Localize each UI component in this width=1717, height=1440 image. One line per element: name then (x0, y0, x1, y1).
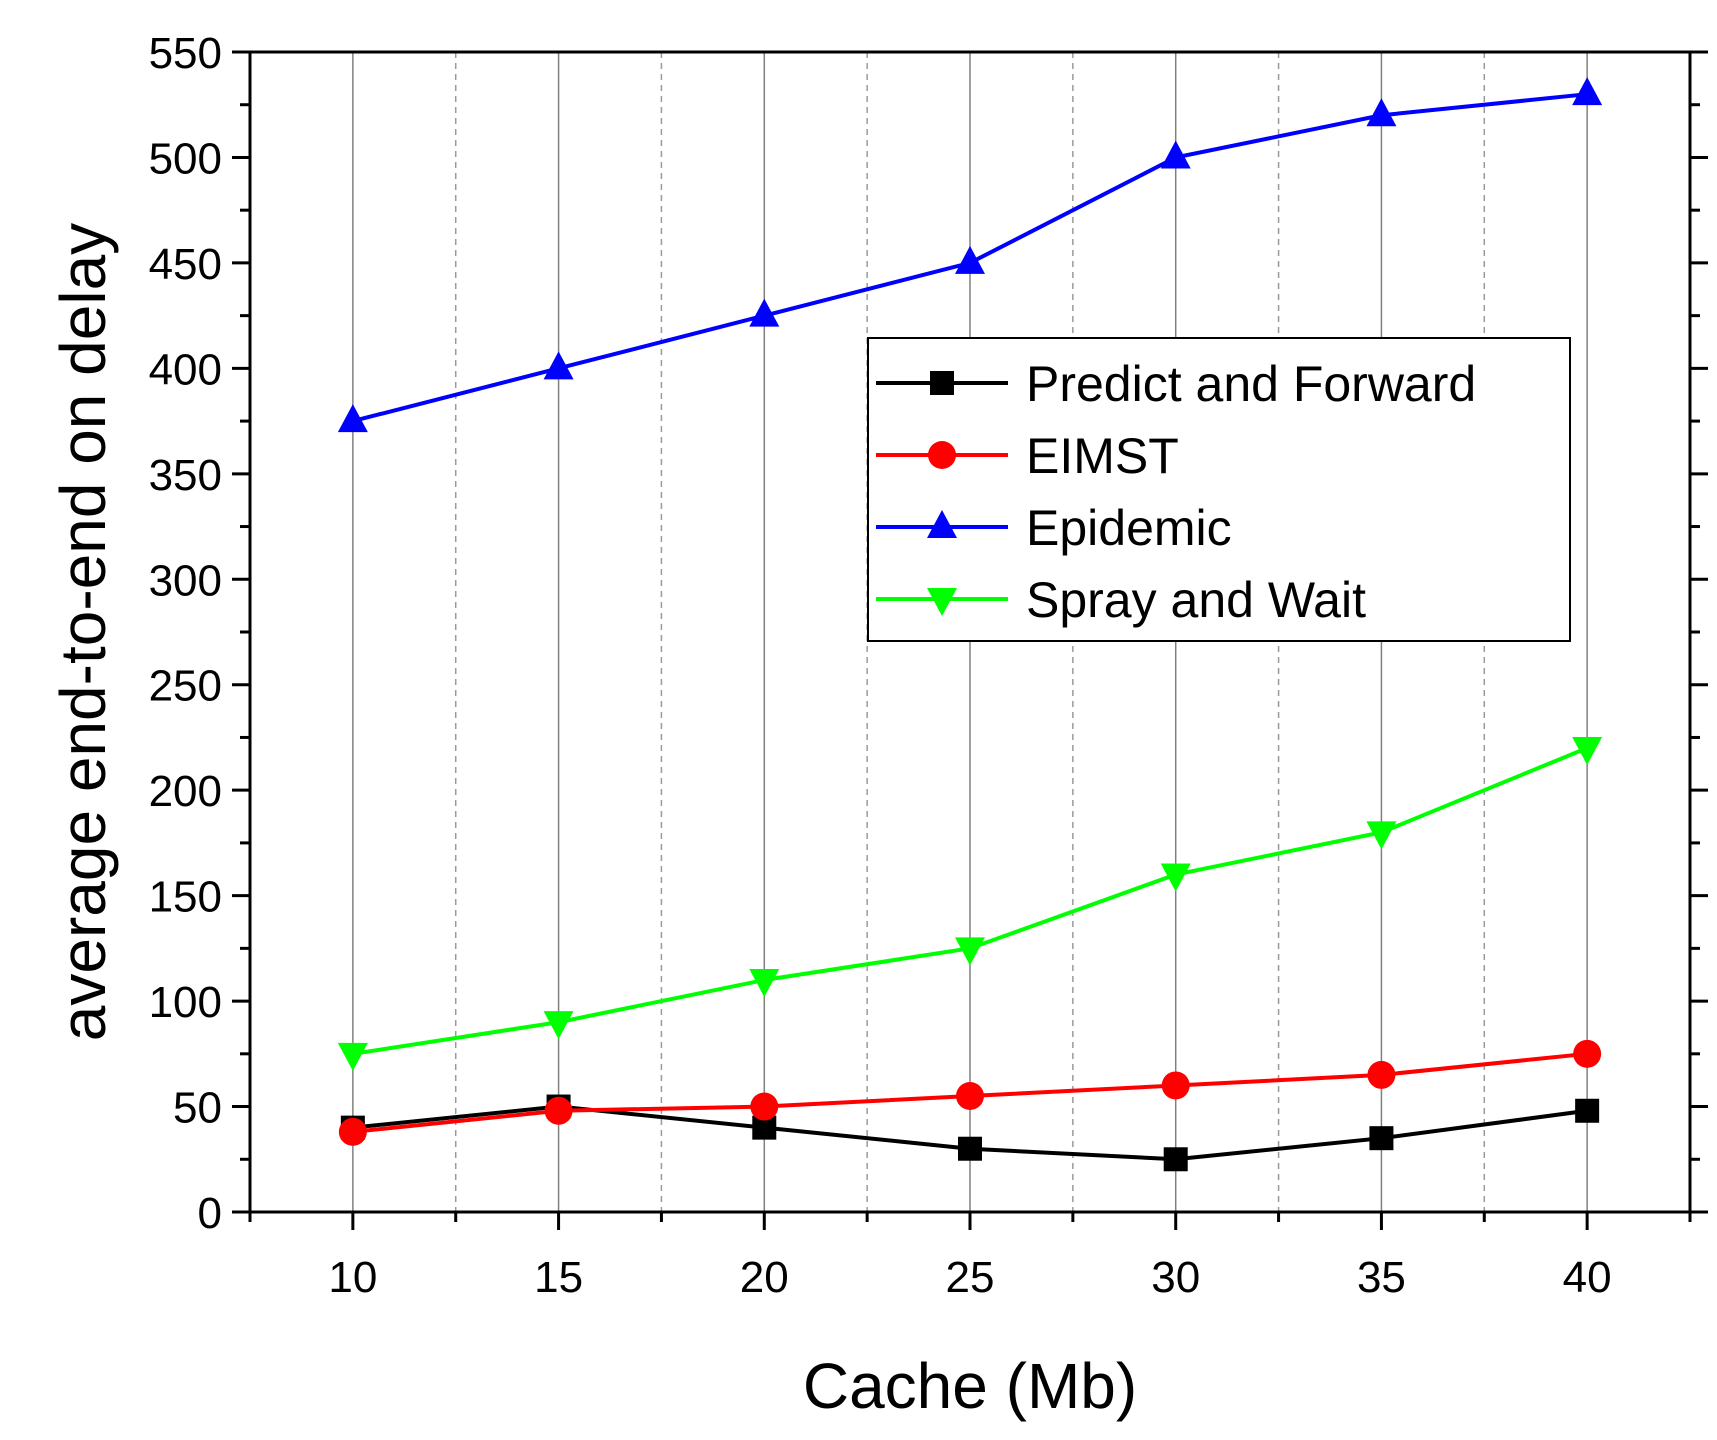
x-tick-label: 40 (1563, 1253, 1612, 1302)
data-point (1366, 98, 1397, 127)
data-point (750, 1092, 779, 1121)
legend-label: EIMST (1026, 428, 1179, 484)
legend-marker (930, 371, 954, 395)
y-tick-label: 300 (149, 556, 222, 605)
y-tick-label: 200 (149, 767, 222, 816)
y-tick-label: 350 (149, 451, 222, 500)
x-tick-label: 20 (740, 1253, 789, 1302)
x-tick-label: 25 (946, 1253, 995, 1302)
data-point (337, 1042, 368, 1071)
series-markers (337, 77, 1603, 1172)
y-tick-label: 450 (149, 240, 222, 289)
data-point (1160, 863, 1191, 892)
data-point (1161, 1071, 1190, 1100)
x-tick-label: 10 (328, 1253, 377, 1302)
data-point (749, 298, 780, 327)
data-point (1366, 821, 1397, 850)
data-point (338, 1117, 367, 1146)
legend-marker (927, 510, 957, 538)
data-point (1572, 77, 1603, 106)
data-point (749, 969, 780, 997)
data-point (1573, 1039, 1602, 1068)
data-point (955, 245, 985, 274)
data-point (1163, 1147, 1188, 1172)
legend-label: Predict and Forward (1026, 356, 1476, 412)
y-tick-label: 100 (149, 978, 222, 1027)
legend-marker (928, 441, 956, 469)
x-tick-label: 35 (1357, 1253, 1406, 1302)
data-point (1367, 1060, 1396, 1089)
y-tick-label: 250 (149, 662, 222, 711)
legend-label: Epidemic (1026, 500, 1232, 556)
x-tick-label: 30 (1151, 1253, 1200, 1302)
data-point (1575, 1098, 1600, 1123)
data-point (1160, 140, 1191, 169)
legend-box (867, 337, 1571, 642)
data-point (544, 1096, 573, 1125)
data-point (955, 937, 985, 966)
data-point (543, 351, 574, 380)
y-axis-title: average end-to-end on delay (47, 223, 119, 1041)
legend: Predict and Forward EIMST Epidemic Spray an… (867, 337, 1571, 642)
data-point (1369, 1126, 1394, 1151)
x-tick-label: 15 (534, 1253, 583, 1302)
x-axis-title: Cache (Mb) (803, 1350, 1137, 1422)
data-point (543, 1011, 574, 1040)
y-tick-label: 50 (173, 1084, 222, 1133)
y-tick-label: 0 (198, 1189, 222, 1238)
data-point (337, 404, 368, 433)
y-tick-label: 550 (149, 29, 222, 78)
tick-labels: 10 15 20 25 30 35 4005010015020025030035040045… (149, 29, 1612, 1302)
y-tick-label: 400 (149, 345, 222, 394)
legend-marker (927, 588, 957, 616)
y-tick-label: 500 (149, 134, 222, 183)
data-point (1572, 737, 1603, 765)
y-tick-label: 150 (149, 873, 222, 922)
data-point (958, 1136, 982, 1161)
axis-ticks (232, 50, 1708, 1230)
legend-label: Spray and Wait (1026, 572, 1366, 628)
data-point (956, 1082, 984, 1110)
